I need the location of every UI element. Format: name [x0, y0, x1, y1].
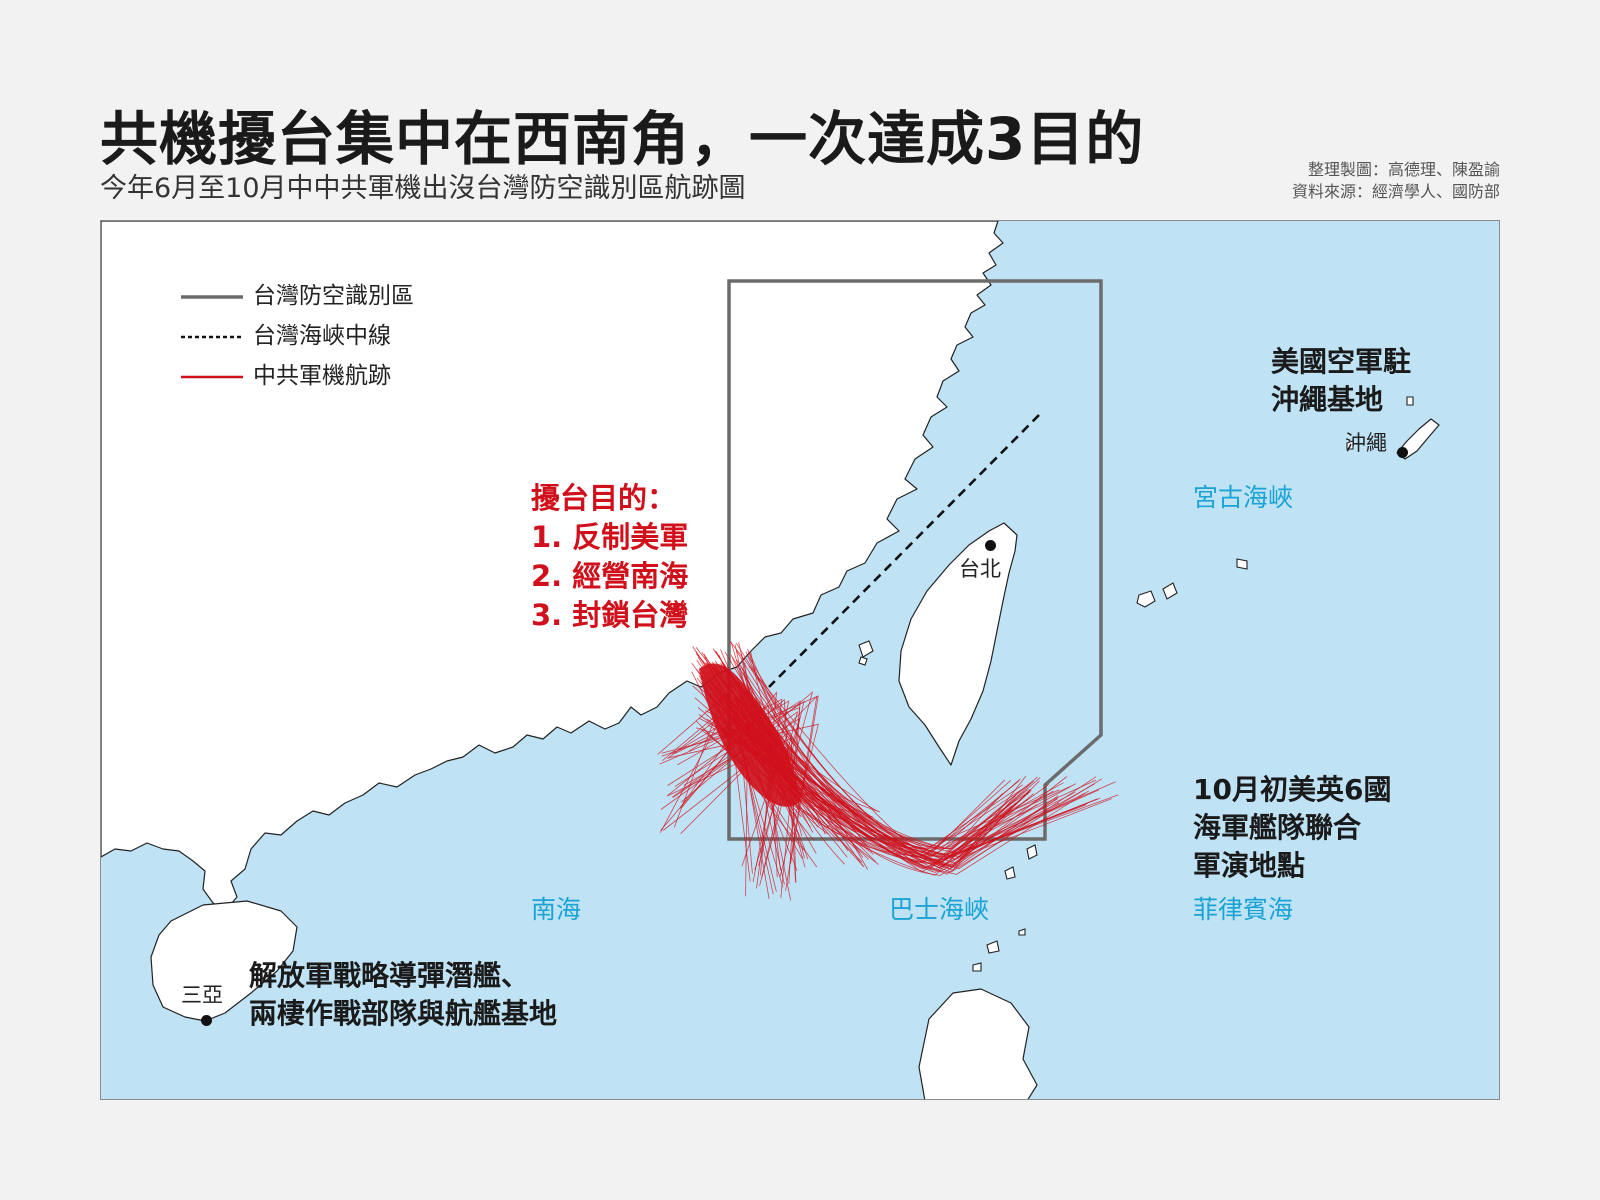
sea-label-bashi-channel: 巴士海峽 [889, 895, 990, 924]
okinawa-marker [1397, 447, 1408, 458]
sea-label-south-china-sea: 南海 [531, 895, 582, 924]
place-label-okinawa: 沖繩 [1345, 431, 1387, 455]
flight-track [747, 654, 1027, 871]
note-okinawa-line-1: 美國空軍駐 [1271, 345, 1412, 378]
legend-adiz: 台灣防空識別區 [253, 282, 414, 312]
note-hainan-line-2: 兩棲作戰部隊與航艦基地 [249, 996, 558, 1030]
hainan-island [150, 900, 298, 1022]
legend-tracks-label: 中共軍機航跡 [253, 363, 391, 390]
pla-aircraft-tracks [657, 641, 1119, 901]
legend-tracks: 中共軍機航跡 [253, 362, 391, 392]
sea-label-miyako-strait: 宮古海峽 [1193, 483, 1294, 512]
note-okinawa-line-2: 沖繩基地 [1271, 382, 1384, 416]
mainland-china-landmass [101, 221, 1004, 912]
note-okinawa-base: 美國空軍駐 沖繩基地 [1271, 343, 1411, 419]
taiwan-island [898, 522, 1018, 766]
note-exercise-line-3: 軍演地點 [1193, 848, 1306, 882]
flight-track [735, 650, 1022, 873]
median-line [768, 414, 1040, 688]
sea-label-philippine-sea: 菲律賓海 [1193, 895, 1294, 924]
flight-track [680, 695, 818, 891]
purpose-item-1: 1. 反制美軍 [531, 520, 689, 555]
purpose-item-2: 2. 經營南海 [531, 559, 689, 594]
adiz-boundary [727, 279, 1103, 841]
purpose-item-3: 3. 封鎖台灣 [531, 598, 689, 633]
flight-track [666, 698, 796, 883]
small-islands [858, 396, 1414, 972]
note-hainan-line-1: 解放軍戰略導彈潛艦、 [249, 959, 530, 992]
map-subtitle: 今年6月至10月中中共軍機出沒台灣防空識別區航跡圖 [100, 173, 746, 204]
credit-makers: 整理製圖：高德理、陳盈諭 [1307, 160, 1500, 179]
flight-track [668, 723, 819, 877]
sanya-marker [201, 1015, 212, 1026]
taipei-marker [985, 540, 996, 551]
place-label-sanya: 三亞 [181, 983, 223, 1007]
map-panel: 台灣防空識別區 台灣海峽中線 中共軍機航跡 擾台目的： 1. 反制美軍 2. 經… [100, 220, 1500, 1100]
flight-track [683, 717, 801, 871]
dense-track-core [699, 663, 801, 807]
legend-median: 台灣海峽中線 [253, 322, 391, 352]
note-exercise-line-2: 海軍艦隊聯合 [1193, 810, 1362, 844]
legend-adiz-label: 台灣防空識別區 [253, 283, 414, 310]
note-exercise-line-1: 10月初美英6國 [1193, 773, 1392, 806]
map-title: 共機擾台集中在西南角，一次達成3目的 [100, 105, 1145, 173]
purpose-block: 擾台目的： 1. 反制美軍 2. 經營南海 3. 封鎖台灣 [531, 479, 688, 636]
legend-median-label: 台灣海峽中線 [253, 323, 391, 350]
flight-track [661, 707, 801, 898]
note-hainan-base: 解放軍戰略導彈潛艦、 兩棲作戰部隊與航艦基地 [249, 957, 557, 1033]
purpose-heading: 擾台目的： [531, 481, 677, 515]
flight-track [677, 700, 790, 883]
flight-track [746, 684, 1058, 869]
place-label-taipei: 台北 [959, 557, 1001, 581]
okinawa-island [1396, 418, 1440, 460]
map-canvas [101, 221, 1440, 1099]
note-naval-exercise: 10月初美英6國 海軍艦隊聯合 軍演地點 [1193, 771, 1391, 884]
luzon-island [918, 988, 1038, 1099]
credit-source: 資料來源：經濟學人、國防部 [1291, 182, 1500, 201]
flight-track [667, 700, 801, 884]
